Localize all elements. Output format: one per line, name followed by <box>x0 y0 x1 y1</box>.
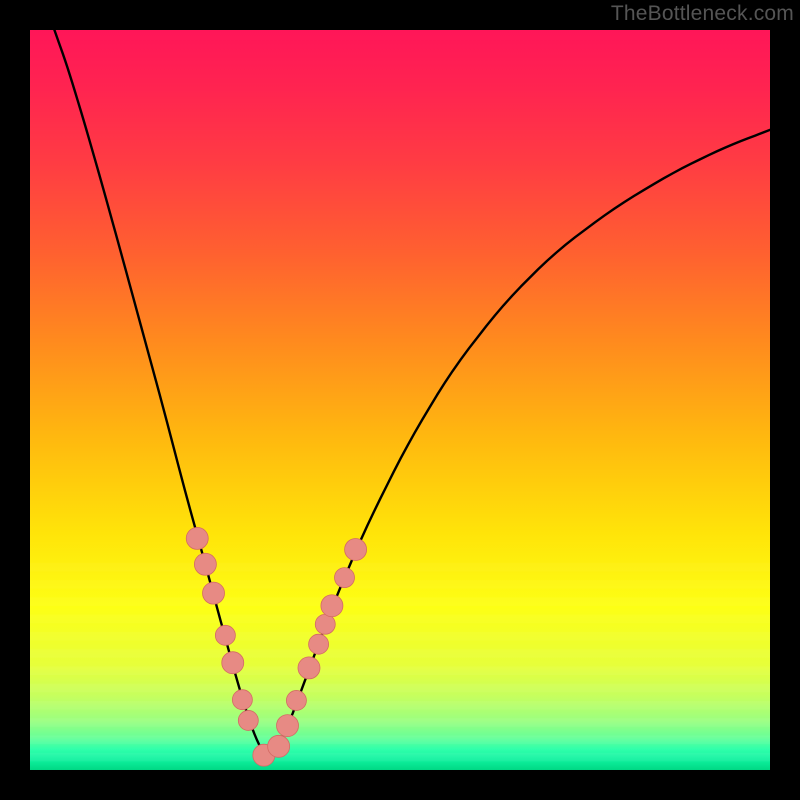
data-marker <box>203 582 225 604</box>
data-marker <box>335 568 355 588</box>
watermark-text: TheBottleneck.com <box>611 2 794 26</box>
data-marker <box>309 634 329 654</box>
data-marker <box>286 690 306 710</box>
data-marker <box>298 657 320 679</box>
data-marker <box>215 625 235 645</box>
data-marker <box>194 553 216 575</box>
data-marker <box>222 652 244 674</box>
data-marker <box>232 690 252 710</box>
data-marker <box>321 595 343 617</box>
data-marker <box>238 710 258 730</box>
chart-root: TheBottleneck.com <box>0 0 800 800</box>
data-marker <box>186 527 208 549</box>
bottleneck-chart <box>0 0 800 800</box>
data-marker <box>277 715 299 737</box>
data-marker <box>315 614 335 634</box>
data-marker <box>268 735 290 757</box>
plot-background <box>30 30 770 770</box>
data-marker <box>345 538 367 560</box>
